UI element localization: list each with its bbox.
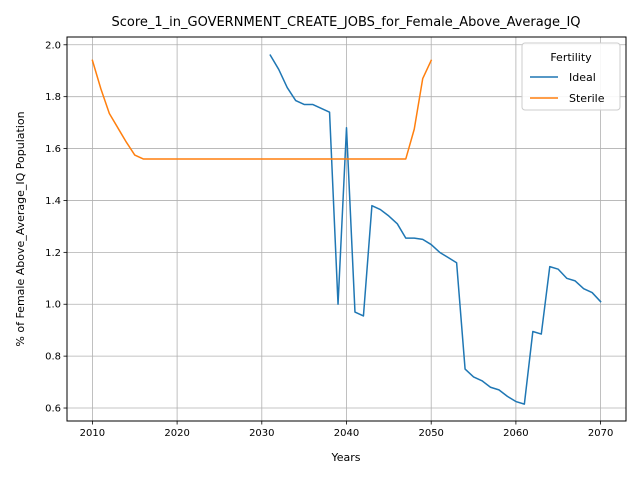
y-tick-label: 2.0 bbox=[45, 40, 61, 51]
y-axis-ticks: 0.6 0.8 1.0 1.2 1.4 1.6 1.8 2.0 bbox=[45, 40, 67, 415]
grid bbox=[67, 37, 626, 421]
y-tick-label: 1.0 bbox=[45, 300, 61, 311]
legend-label-sterile: Sterile bbox=[569, 92, 605, 105]
legend-title: Fertility bbox=[550, 51, 592, 64]
y-tick-label: 1.8 bbox=[45, 92, 61, 103]
x-axis-label: Years bbox=[330, 451, 360, 464]
chart-title: Score_1_in_GOVERNMENT_CREATE_JOBS_for_Fe… bbox=[111, 15, 580, 30]
y-tick-label: 1.2 bbox=[45, 248, 61, 259]
y-tick-label: 0.6 bbox=[45, 404, 61, 415]
legend: Fertility Ideal Sterile bbox=[521, 42, 621, 111]
x-tick-label: 2020 bbox=[164, 428, 189, 439]
legend-label-ideal: Ideal bbox=[569, 71, 596, 84]
legend-box bbox=[521, 42, 621, 111]
series-line-sterile bbox=[91, 59, 433, 160]
x-tick-label: 2050 bbox=[418, 428, 443, 439]
x-tick-label: 2060 bbox=[503, 428, 528, 439]
y-axis-label: % of Female Above_Average_IQ Population bbox=[14, 111, 27, 346]
series-layer bbox=[91, 54, 602, 405]
y-tick-label: 1.6 bbox=[45, 144, 61, 155]
series-line-ideal bbox=[269, 54, 602, 405]
x-tick-label: 2040 bbox=[334, 428, 359, 439]
y-tick-label: 0.8 bbox=[45, 352, 61, 363]
x-tick-label: 2070 bbox=[588, 428, 613, 439]
x-tick-label: 2030 bbox=[249, 428, 274, 439]
x-tick-label: 2010 bbox=[80, 428, 105, 439]
x-axis-ticks: 2010 2020 2030 2040 2050 2060 2070 bbox=[80, 421, 613, 439]
y-tick-label: 1.4 bbox=[45, 196, 61, 207]
